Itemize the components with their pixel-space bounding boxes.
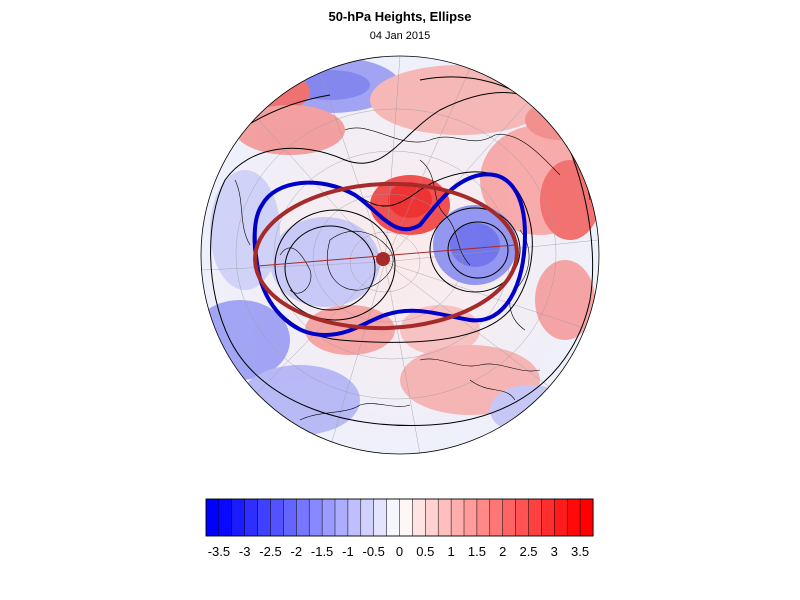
colorbar-cell: [425, 498, 439, 537]
colorbar-tick-label: 3.5: [571, 544, 590, 559]
colorbar-cell: [566, 498, 581, 537]
colorbar-cell: [360, 498, 375, 537]
colorbar-cell: [463, 498, 478, 537]
colorbar-cell: [412, 498, 426, 537]
colorbar-tick-label: 1: [447, 544, 455, 559]
colorbar-tick-label: -3.5: [207, 544, 231, 559]
colorbar-tick-label: 2: [499, 544, 507, 559]
colorbar-tick-label: 0.5: [416, 544, 435, 559]
ellipse-center: [376, 252, 390, 266]
colorbar-cell: [334, 498, 349, 537]
colorbar-cell: [528, 498, 542, 537]
map-title: 50-hPa Heights, Ellipse: [328, 9, 472, 24]
colorbar-tick-label: -3: [238, 544, 251, 559]
colorbar-cell: [579, 498, 594, 537]
colorbar-tick-label: 1.5: [467, 544, 486, 559]
colorbar-cell: [554, 498, 568, 537]
colorbar-tick-label: -1: [342, 544, 354, 559]
colorbar-cell: [399, 498, 413, 537]
colorbar-tick-label: 3: [550, 544, 558, 559]
colorbar-cell: [231, 498, 246, 537]
colorbar-cell: [386, 498, 401, 537]
colorbar-cell: [308, 498, 323, 537]
colorbar-tick-label: 2.5: [519, 544, 538, 559]
colorbar-cell: [296, 498, 310, 537]
colorbar-cell: [244, 498, 259, 537]
colorbar-cell: [502, 498, 517, 537]
colorbar-cell: [373, 498, 388, 537]
colorbar-cell: [450, 498, 465, 537]
colorbar-cell: [218, 498, 233, 537]
globe-outline: [200, 55, 600, 455]
colorbar-cell: [270, 498, 284, 537]
colorbar-cell: [489, 498, 504, 537]
colorbar-frame: [205, 498, 594, 537]
colorbar-tick-label: -2.5: [259, 544, 282, 559]
map-date: 04 Jan 2015: [369, 30, 431, 42]
colorbar-cell: [437, 498, 452, 537]
colorbar-tick-label: 0: [395, 544, 404, 559]
colorbar-cell: [515, 498, 530, 537]
colorbar-cell: [476, 498, 491, 537]
colorbar-tick-label: -0.5: [362, 544, 385, 559]
colorbar-cell: [205, 498, 220, 537]
colorbar-cell: [257, 498, 272, 537]
graticule: [201, 56, 599, 454]
coastlines: [234, 127, 591, 421]
colorbar-cell: [321, 498, 336, 537]
colorbar-cell: [347, 498, 362, 537]
colorbar-tick-label: -1.5: [310, 544, 334, 559]
fitted-ellipse: [253, 181, 519, 331]
colorbar-cells: [205, 498, 594, 537]
colorbar-cell: [541, 498, 555, 537]
vortex-edge-contour: [252, 172, 528, 338]
colorbar-cell: [283, 498, 297, 537]
colorbar-tick-label: -2: [290, 544, 303, 559]
